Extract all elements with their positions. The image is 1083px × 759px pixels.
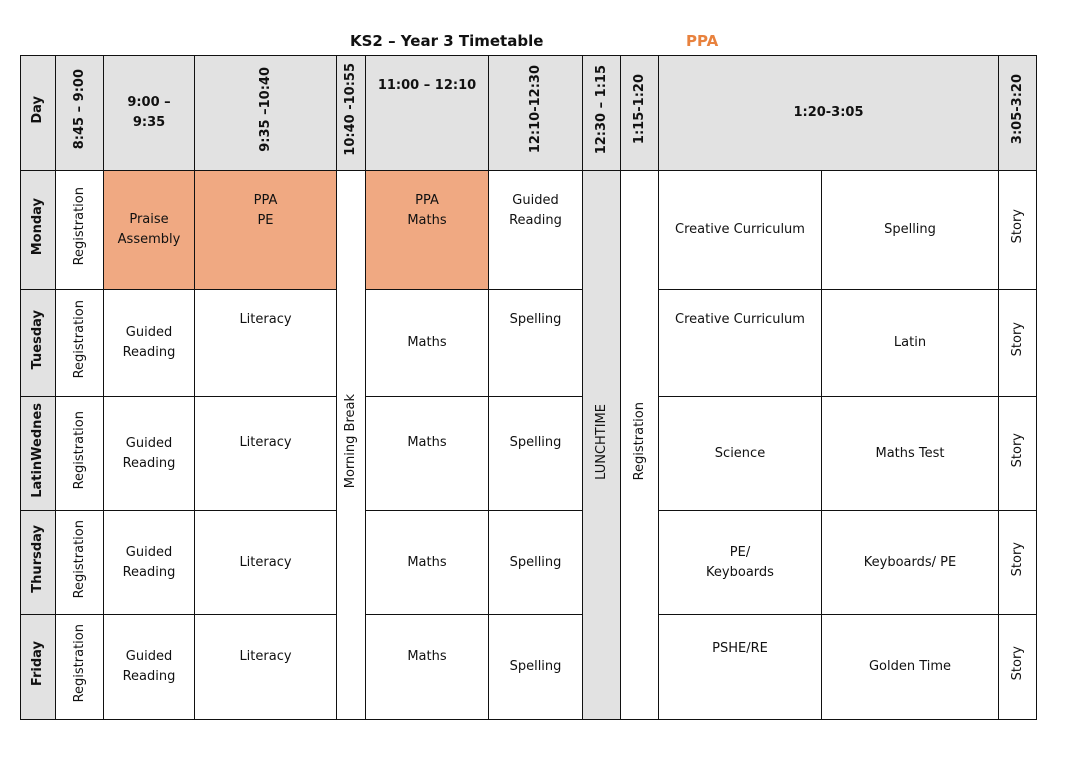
lesson: Keyboards/ PE [863,554,957,570]
header-row: Day 8:45 – 9:00 9:00 – 9:35 9:35 –10:40 … [20,55,1037,171]
afternoon-registration: Registration [631,402,647,481]
lesson: Spelling [509,554,562,570]
lesson: Guided Reading [122,544,176,580]
registration: Registration [71,187,87,266]
table-row: Monday Registration Praise Assembly PPA … [20,170,1037,720]
page-title: KS2 – Year 3 Timetable [350,32,544,50]
header-day: Day [30,95,45,124]
lesson: Literacy [239,649,292,664]
lunchtime: LUNCHTIME [593,403,609,480]
lesson: PPA PE [253,193,278,228]
lesson: Golden Time [868,659,952,674]
story: Story [1009,209,1025,244]
timetable: Day 8:45 – 9:00 9:00 – 9:35 9:35 –10:40 … [20,55,1037,720]
lesson: Spelling [509,312,562,327]
lesson: Maths [407,554,447,570]
day-label: Monday [30,197,45,256]
lesson: Creative Curriculum [675,222,805,237]
lesson: Guided Reading [122,435,176,471]
lesson: PSHE/RE [712,641,768,656]
ppa-legend: PPA [686,32,719,50]
lesson: Literacy [239,312,292,327]
table-row: Thursday Registration Guided Reading Lit… [20,510,1037,615]
header-time: 3:05-3:20 [1009,74,1025,145]
lesson: PPA Maths [407,193,447,228]
story: Story [1009,541,1025,577]
header-time: 1:15-1:20 [631,74,647,145]
lesson: Maths [407,435,447,450]
lesson: Literacy [239,554,292,570]
day-label: Thursday [30,525,45,593]
morning-break: Morning Break [343,394,358,489]
table-row: LatinWednes Registration Guided Reading … [20,396,1037,511]
lesson: Latin [893,335,927,350]
header-time: 11:00 – 12:10 [377,78,477,93]
story: Story [1009,646,1025,681]
header-time: 12:10-12:30 [527,65,543,154]
header-time: 12:30 – 1:15 [593,64,609,155]
story: Story [1009,322,1025,357]
lesson: Spelling [884,222,936,237]
lesson: PE/ Keyboards [706,544,774,580]
lesson: Maths [407,649,447,664]
lesson: Guided Reading [122,325,176,360]
header-time: 10:40 -10:55 [343,63,358,156]
table-row: Friday Registration Guided Reading Liter… [20,614,1037,720]
lesson: Guided Reading [122,649,176,684]
lesson: Maths [407,335,447,350]
registration: Registration [71,410,87,490]
registration: Registration [71,624,87,703]
lesson: Creative Curriculum [675,312,805,327]
day-label: Tuesday [30,309,45,370]
lesson: Science [714,445,766,461]
header-time: 8:45 – 9:00 [71,69,87,150]
lesson: Maths Test [875,445,945,461]
lesson: Spelling [509,435,562,450]
day-label: Friday [30,640,45,687]
story: Story [1009,432,1025,468]
lesson: Guided Reading [509,193,562,228]
registration: Registration [71,300,87,379]
lesson: Literacy [239,435,292,450]
header-time: 1:20-3:05 [793,105,864,120]
table-row: Tuesday Registration Guided Reading Lite… [20,289,1037,397]
header-time: 9:00 – 9:35 [127,95,171,130]
day-label: LatinWednes [30,402,45,498]
registration: Registration [71,519,87,599]
lesson: Praise Assembly [117,212,181,247]
lesson: Spelling [509,659,562,674]
header-time: 9:35 –10:40 [257,67,273,152]
